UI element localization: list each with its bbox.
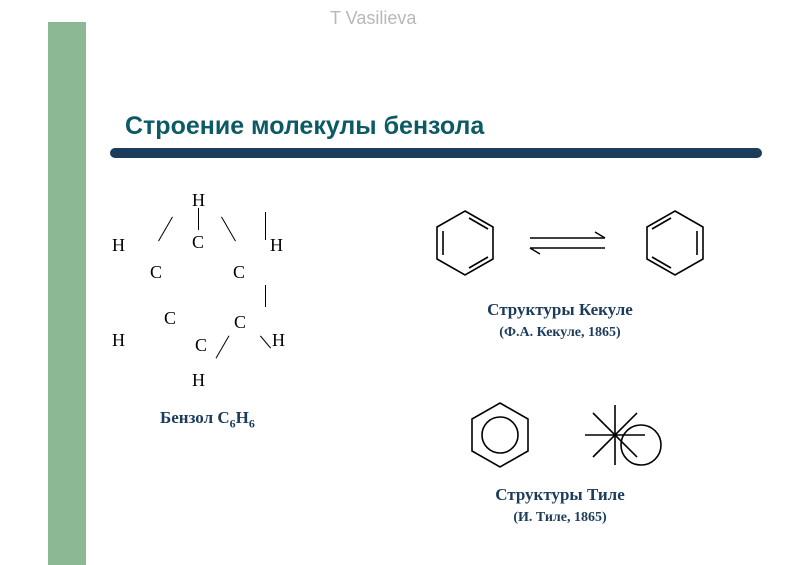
atom-H: H [270,235,283,256]
atom-C: C [233,262,245,283]
atom-C: C [164,308,176,329]
bond [221,217,236,242]
benzene-structural-formula: H H H H H H C C C C C C Бензол C6H6 [110,190,390,440]
atom-H: H [272,330,285,351]
label-text: H [236,408,249,427]
bond [265,212,266,240]
atom-C: C [195,335,207,356]
kekule-structures [420,198,750,293]
kekule-subcaption: (Ф.А. Кекуле, 1865) [460,325,660,341]
thiele-structures [455,390,735,485]
label-text: Бензол C [160,408,230,427]
watermark-text: T Vasilieva [330,8,416,29]
atom-C: C [150,262,162,283]
bond [265,285,266,307]
thiele-subcaption: (И. Тиле, 1865) [460,510,660,526]
bond [260,336,271,349]
atom-C: C [192,232,204,253]
atom-H: H [112,235,125,256]
kekule-caption: Структуры Кекуле [460,300,660,320]
atom-C: C [234,312,246,333]
decorative-sidebar [48,22,86,565]
kekule-svg [420,198,750,288]
bond [198,208,199,230]
benzene-formula-label: Бензол C6H6 [160,408,255,431]
label-sub: 6 [249,416,255,430]
bond [216,335,230,358]
thiele-svg [455,390,735,480]
page-title: Строение молекулы бензола [125,112,484,141]
title-underline [110,148,762,158]
bond [158,217,173,242]
thiele-caption: Структуры Тиле [460,485,660,505]
atom-H: H [192,370,205,391]
atom-H: H [112,330,125,351]
